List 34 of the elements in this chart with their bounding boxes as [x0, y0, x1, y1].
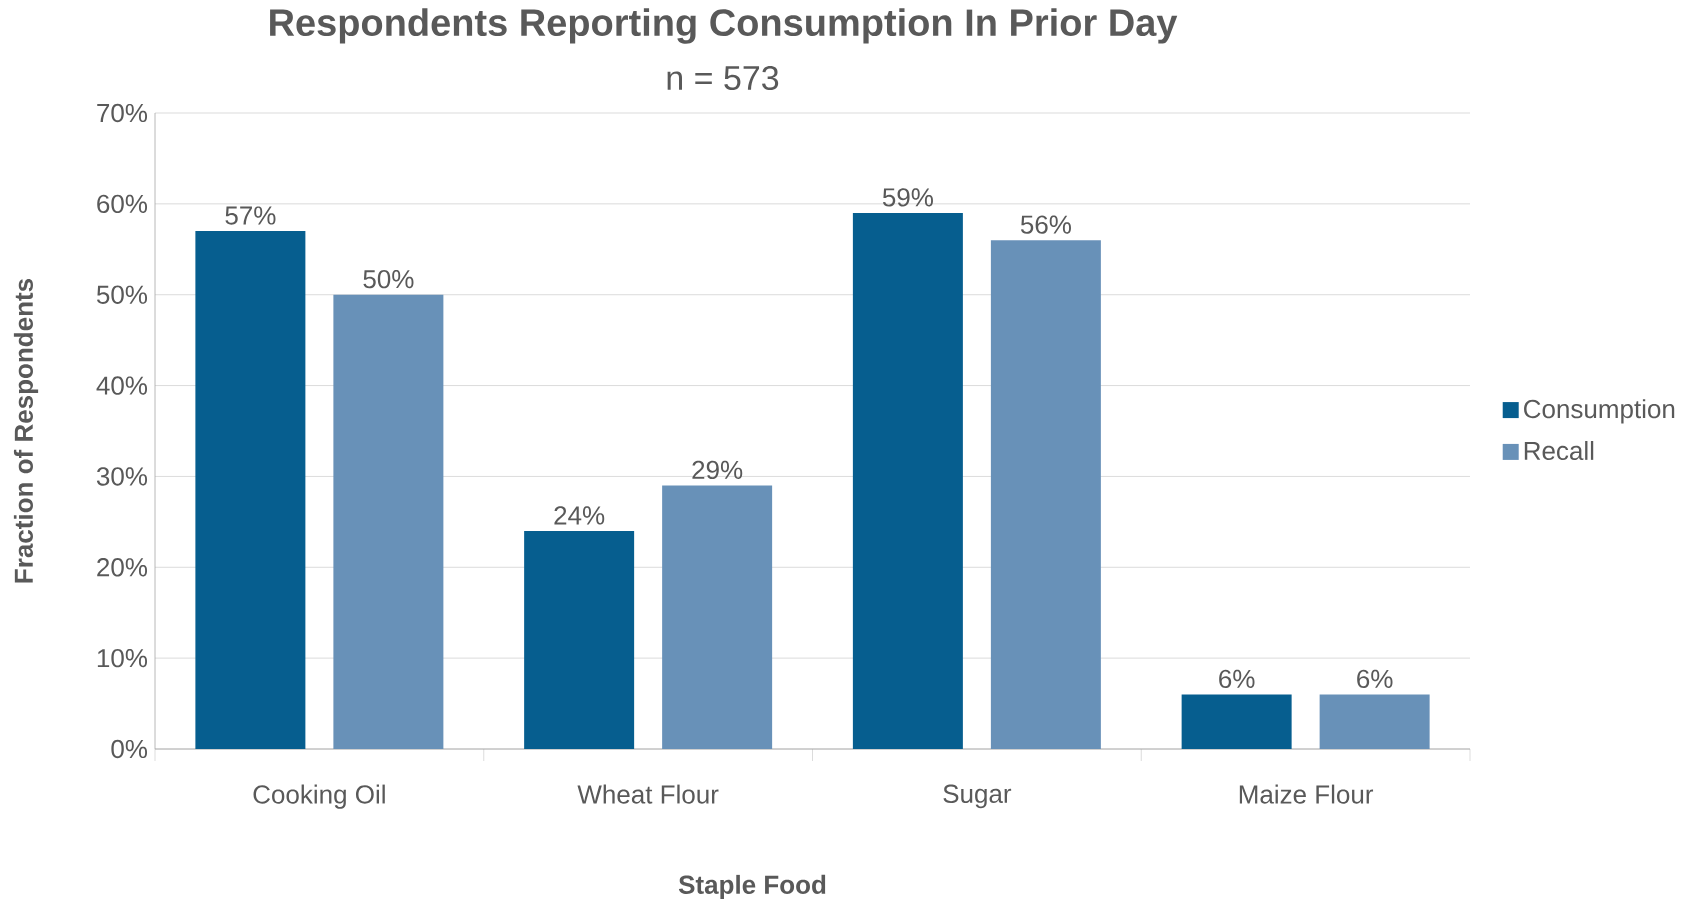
x-tick-label: Cooking Oil — [253, 784, 385, 809]
data-label: 57% — [225, 206, 276, 225]
x-tick-label: Wheat Flour — [577, 784, 719, 804]
y-tick-label: 70% — [97, 103, 148, 123]
x-tick-label: Sugar — [943, 784, 1012, 809]
y-tick-label: 20% — [97, 558, 148, 577]
y-tick-label: 10% — [97, 648, 148, 668]
legend-label: Consumption — [1524, 399, 1675, 424]
y-tick-label: 60% — [97, 194, 148, 214]
data-label: 6% — [1219, 669, 1255, 689]
bar — [1181, 694, 1292, 749]
data-label: 50% — [363, 269, 414, 289]
bar — [662, 485, 773, 749]
chart-title: Respondents Reporting Consumption In Prior Day — [270, 8, 1178, 44]
data-label: 59% — [882, 188, 933, 207]
data-label: 24% — [554, 506, 605, 525]
bar — [990, 240, 1101, 749]
data-label: 56% — [1020, 215, 1071, 234]
x-axis-title: Staple Food — [678, 874, 826, 900]
bar — [524, 530, 635, 749]
x-tick-label: Maize Flour — [1239, 784, 1374, 804]
legend-label: Recall — [1524, 440, 1594, 461]
y-tick-label: 0% — [111, 739, 148, 759]
data-label: 29% — [692, 460, 743, 480]
bar — [1319, 694, 1430, 749]
y-axis-title: Fraction of Respondents — [13, 278, 39, 583]
y-tick-label: 30% — [96, 467, 148, 486]
bar — [195, 231, 306, 749]
data-label: 6% — [1357, 669, 1393, 689]
chart-subtitle: n = 573 — [667, 65, 779, 91]
y-tick-label: 50% — [96, 285, 148, 304]
bar — [333, 294, 444, 749]
y-tick-label: 40% — [96, 376, 148, 395]
bar — [852, 212, 963, 749]
